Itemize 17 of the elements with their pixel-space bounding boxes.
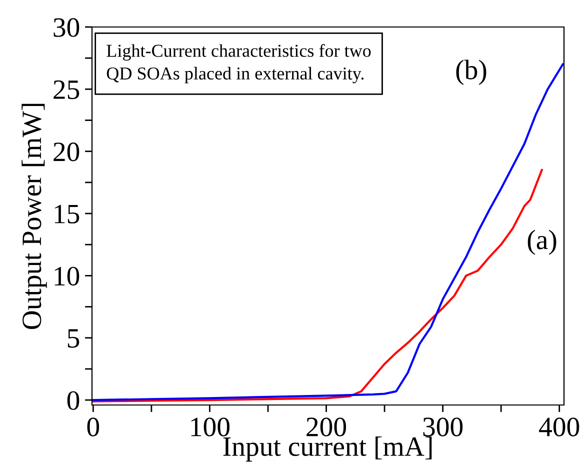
y-tick-label: 10 — [54, 266, 80, 286]
y-tick-label: 15 — [54, 204, 80, 224]
x-tick-label: 200 — [306, 418, 346, 436]
y-tick-label: 20 — [54, 142, 80, 162]
x-axis-title: Input current [mA] — [223, 436, 432, 462]
annotation: Light-Current characteristics for two QD SOAs placed in external cavity. — [106, 44, 371, 84]
y-axis-title: Output Power [mW] — [22, 104, 47, 330]
y-tick-label: 30 — [54, 18, 80, 37]
series-label: (a) — [528, 230, 556, 255]
text: (b) — [456, 60, 486, 85]
x-tick-label: 0 — [87, 418, 100, 436]
y-tick-label: 25 — [54, 80, 80, 100]
x-tick-label: 400 — [539, 418, 580, 436]
x-tick-label: 100 — [191, 418, 230, 436]
y-tick-label: 5 — [68, 329, 80, 348]
x-tick-label: 300 — [423, 418, 463, 436]
y-tick-label: 0 — [67, 391, 80, 410]
